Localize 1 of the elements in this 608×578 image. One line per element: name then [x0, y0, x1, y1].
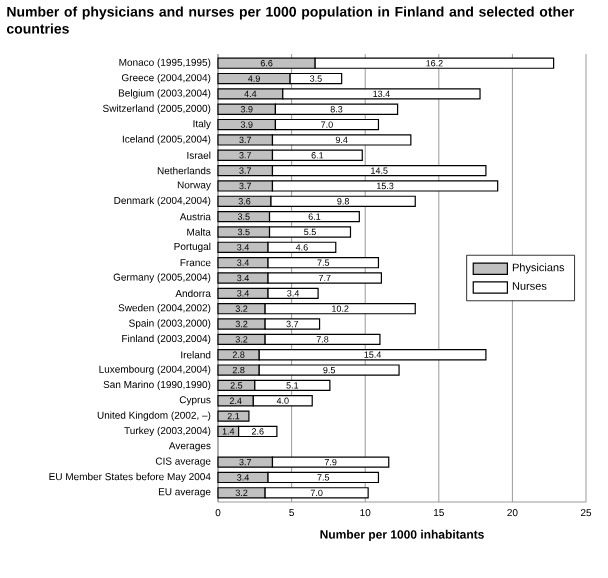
- bar: [217, 410, 250, 422]
